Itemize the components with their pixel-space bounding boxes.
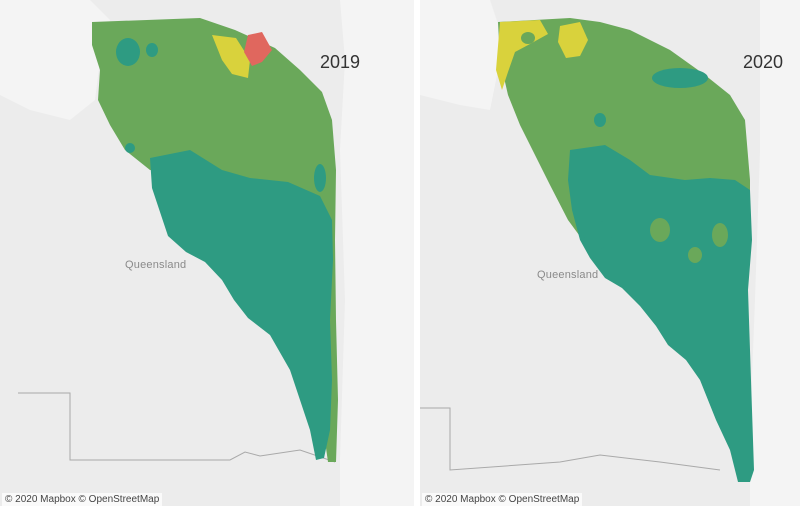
yellow-region-2020 <box>496 20 548 90</box>
light-green-region-2019 <box>92 18 338 462</box>
yellow-region-2020 <box>558 22 588 58</box>
map-panel-2020[interactable]: Queensland 2020 © 2020 Mapbox © OpenStre… <box>420 0 800 506</box>
teal-patch <box>314 164 326 192</box>
map-panel-2019[interactable]: Queensland 2019 © 2020 Mapbox © OpenStre… <box>0 0 414 506</box>
state-border-line <box>420 407 721 471</box>
coral-sea-water <box>340 0 414 506</box>
state-border-line <box>18 392 336 463</box>
panel-divider <box>414 0 420 506</box>
green-patch <box>688 247 702 263</box>
yellow-region-2019 <box>212 35 250 78</box>
year-label: 2019 <box>320 52 361 72</box>
teal-patch <box>125 143 135 153</box>
region-label-queensland: Queensland <box>125 259 187 271</box>
gulf-water <box>0 0 110 120</box>
teal-patch <box>116 38 140 66</box>
map-canvas-2020 <box>420 0 800 506</box>
teal-patch <box>652 68 708 88</box>
year-label: 2020 <box>743 52 784 72</box>
red-region-2019 <box>244 32 272 66</box>
map-canvas-2019 <box>0 0 414 506</box>
gulf-water <box>420 0 500 110</box>
teal-patch <box>584 221 612 249</box>
teal-patch <box>594 113 606 127</box>
green-patch <box>521 32 535 44</box>
region-label-queensland: Queensland <box>537 269 599 281</box>
teal-patch <box>146 43 158 57</box>
teal-region-2019 <box>150 150 333 460</box>
green-patch <box>650 218 670 242</box>
teal-region-2020 <box>568 145 754 482</box>
coral-sea-water <box>750 0 800 506</box>
map-attribution[interactable]: © 2020 Mapbox © OpenStreetMap <box>422 493 583 506</box>
map-attribution[interactable]: © 2020 Mapbox © OpenStreetMap <box>2 493 163 506</box>
green-patch <box>712 223 728 247</box>
